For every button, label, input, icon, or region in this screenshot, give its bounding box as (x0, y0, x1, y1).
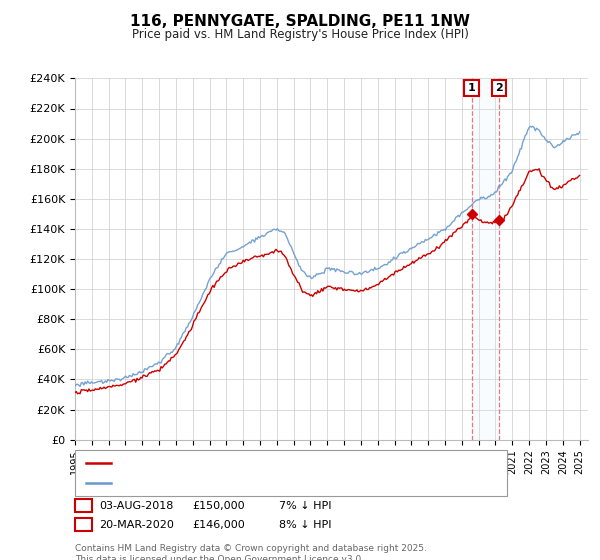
Text: 1: 1 (80, 501, 87, 511)
Text: HPI: Average price, semi-detached house, South Holland: HPI: Average price, semi-detached house,… (116, 478, 411, 488)
Text: 03-AUG-2018: 03-AUG-2018 (99, 501, 173, 511)
Text: 116, PENNYGATE, SPALDING, PE11 1NW (semi-detached house): 116, PENNYGATE, SPALDING, PE11 1NW (semi… (116, 459, 447, 469)
Text: 2: 2 (80, 520, 87, 530)
Text: 1: 1 (468, 83, 476, 93)
Text: 116, PENNYGATE, SPALDING, PE11 1NW: 116, PENNYGATE, SPALDING, PE11 1NW (130, 14, 470, 29)
Text: £146,000: £146,000 (192, 520, 245, 530)
Bar (472, 78, 499, 440)
Text: 8% ↓ HPI: 8% ↓ HPI (279, 520, 331, 530)
Text: Contains HM Land Registry data © Crown copyright and database right 2025.
This d: Contains HM Land Registry data © Crown c… (75, 544, 427, 560)
Text: 2: 2 (495, 83, 503, 93)
Text: 20-MAR-2020: 20-MAR-2020 (99, 520, 174, 530)
Text: 7% ↓ HPI: 7% ↓ HPI (279, 501, 331, 511)
Text: £150,000: £150,000 (192, 501, 245, 511)
Text: Price paid vs. HM Land Registry's House Price Index (HPI): Price paid vs. HM Land Registry's House … (131, 28, 469, 41)
